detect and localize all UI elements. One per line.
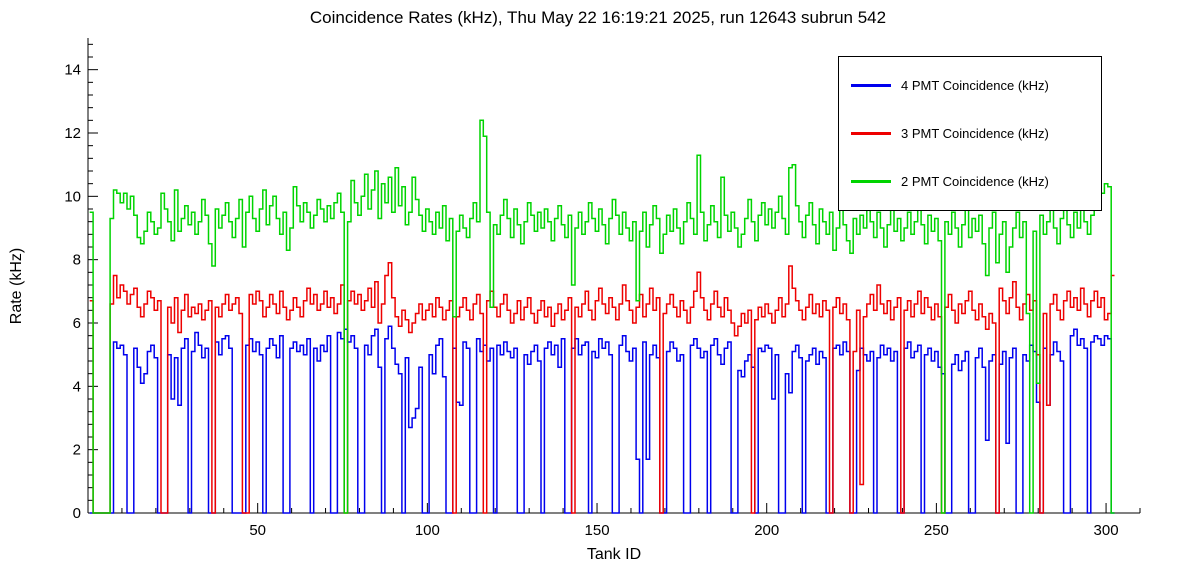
svg-text:8: 8 [73,252,81,269]
y-axis-label-column: Rate (kHz) [0,0,34,572]
y-axis-label: Rate (kHz) [8,247,26,325]
legend-entry-3pmt: 3 PMT Coincidence (kHz) [839,126,1101,141]
legend-entry-2pmt: 2 PMT Coincidence (kHz) [839,174,1101,189]
chart-title: Coincidence Rates (kHz), Thu May 22 16:1… [309,8,887,27]
svg-text:2: 2 [73,442,81,459]
legend-label-2pmt: 2 PMT Coincidence (kHz) [901,174,1049,190]
svg-text:6: 6 [73,315,81,332]
svg-text:100: 100 [415,522,440,539]
legend-label-3pmt: 3 PMT Coincidence (kHz) [901,125,1049,141]
svg-text:10: 10 [64,188,81,205]
svg-text:4: 4 [73,378,81,395]
legend-label-4pmt: 4 PMT Coincidence (kHz) [901,77,1049,93]
svg-text:0: 0 [73,505,81,522]
legend: 4 PMT Coincidence (kHz) 3 PMT Coincidenc… [838,56,1102,211]
svg-text:150: 150 [585,522,610,539]
svg-text:12: 12 [64,125,81,142]
legend-swatch-3pmt [851,131,891,135]
svg-text:300: 300 [1094,522,1119,539]
x-axis-label: Tank ID [586,546,642,563]
legend-swatch-4pmt [851,83,891,87]
svg-text:50: 50 [249,522,266,539]
svg-text:250: 250 [924,522,949,539]
legend-entry-4pmt: 4 PMT Coincidence (kHz) [839,78,1101,93]
legend-swatch-2pmt [851,180,891,184]
svg-text:200: 200 [754,522,779,539]
svg-text:14: 14 [64,62,81,79]
